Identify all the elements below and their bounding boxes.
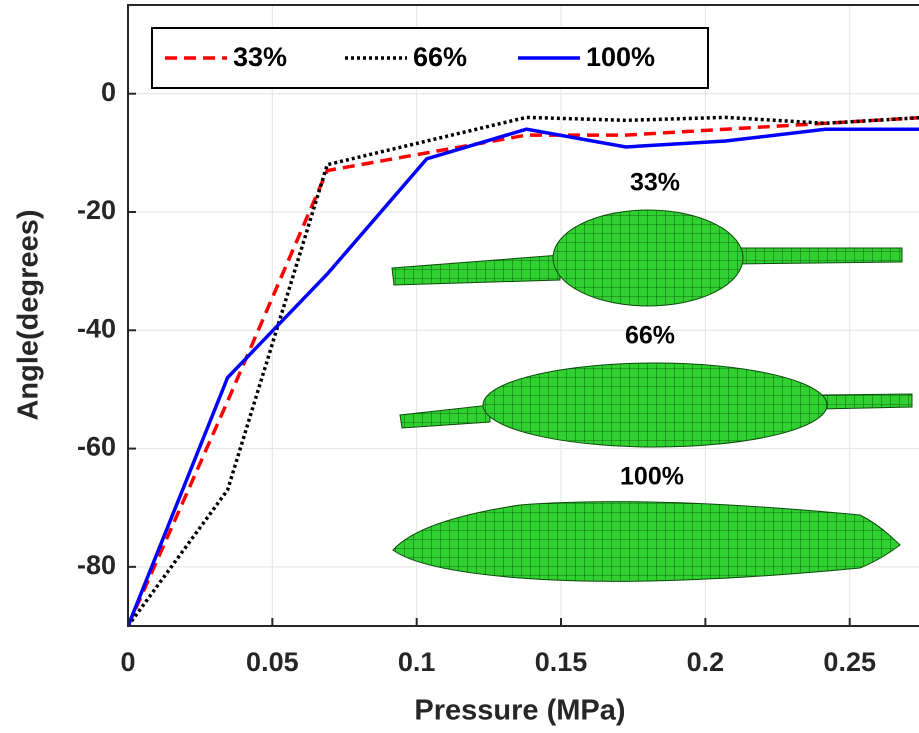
axes-box — [127, 4, 919, 627]
rod — [819, 393, 913, 410]
legend-box — [151, 27, 709, 89]
legend-label: 66% — [413, 42, 467, 72]
x-tick-label: 0.15 — [535, 647, 588, 677]
x-tick-label: 0 — [120, 647, 135, 677]
rod — [391, 254, 561, 286]
actuator-shape — [552, 209, 744, 307]
x-axis-label: Pressure (MPa) — [414, 695, 625, 727]
series-line — [128, 115, 919, 626]
series-line — [128, 127, 919, 626]
actuator-shape — [392, 501, 901, 582]
x-tick-label: 0.2 — [687, 647, 725, 677]
x-tick-label: 0.05 — [246, 647, 299, 677]
actuator-shape — [482, 362, 828, 448]
rod — [734, 247, 903, 265]
inset-shapes — [391, 209, 913, 582]
y-tick-label: -40 — [77, 313, 116, 343]
legend-label: 100% — [586, 42, 655, 72]
y-tick-label: -20 — [77, 195, 116, 225]
x-tick-label: 0.25 — [823, 647, 876, 677]
y-tick-label: -60 — [77, 432, 116, 462]
y-tick-label: -80 — [77, 550, 116, 580]
y-axis-label: Angle(degrees) — [13, 209, 45, 420]
y-tick-label: 0 — [101, 77, 116, 107]
legend-label: 33% — [233, 42, 287, 72]
annotation: 100% — [620, 463, 684, 491]
annotation: 33% — [630, 169, 680, 197]
series-line — [128, 115, 919, 626]
x-tick-label: 0.1 — [398, 647, 436, 677]
rod — [399, 404, 491, 429]
annotation: 66% — [625, 322, 675, 350]
